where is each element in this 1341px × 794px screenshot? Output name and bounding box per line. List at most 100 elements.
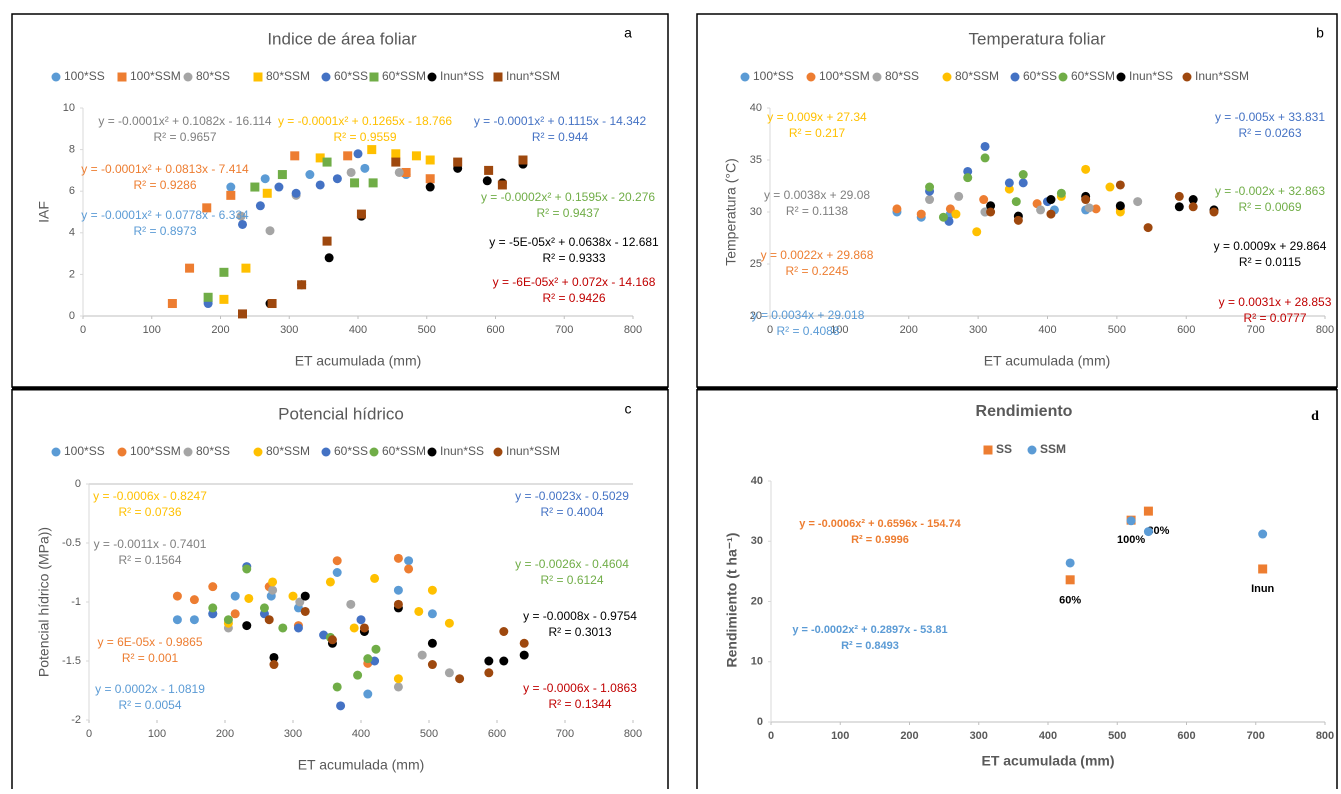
data-point — [268, 577, 278, 587]
panel-label: d — [1311, 409, 1319, 424]
data-point — [350, 178, 360, 188]
data-point — [1143, 506, 1153, 516]
data-point — [267, 299, 277, 309]
trend-equation: R² = 0.9559 — [333, 130, 396, 144]
data-point — [336, 701, 346, 711]
trend-equation: R² = 0.0263 — [1238, 126, 1301, 140]
data-point — [482, 176, 492, 186]
legend-label: 60*SS — [334, 444, 368, 458]
data-point — [291, 188, 301, 198]
data-point — [277, 170, 287, 180]
legend-marker — [183, 72, 193, 82]
y-tick-label: 40 — [751, 475, 763, 487]
data-point — [300, 591, 310, 601]
y-tick-label: 25 — [750, 258, 762, 270]
x-tick-label: 300 — [280, 324, 298, 336]
x-tick-label: 800 — [624, 324, 642, 336]
data-point — [332, 556, 342, 566]
data-point — [972, 227, 982, 237]
data-point — [332, 174, 342, 184]
x-tick-label: 300 — [970, 730, 988, 742]
legend-label: 60*SSM — [1071, 69, 1115, 83]
data-point — [346, 167, 356, 177]
x-tick-label: 500 — [418, 324, 436, 336]
y-tick-label: -2 — [71, 714, 81, 726]
data-point — [938, 212, 948, 222]
data-point — [226, 182, 236, 192]
legend-label: 100*SSM — [130, 69, 181, 83]
data-point — [238, 309, 247, 319]
x-tick-label: 0 — [86, 728, 92, 740]
legend-label: Inun*SS — [440, 69, 484, 83]
data-point — [255, 201, 265, 211]
y-axis-label: Temperatura (°C) — [723, 158, 739, 266]
trend-equation: y = -0.0001x² + 0.1265x - 18.766 — [278, 114, 452, 128]
legend-marker — [321, 447, 331, 457]
data-point — [269, 652, 279, 662]
trend-equation: y = -0.0026x - 0.4604 — [515, 557, 629, 571]
data-point — [393, 674, 403, 684]
point-label: 80% — [1147, 525, 1169, 537]
data-point — [1209, 207, 1219, 217]
data-point — [404, 556, 414, 566]
data-point — [346, 599, 356, 609]
y-tick-label: 30 — [751, 535, 763, 547]
y-tick-label: 6 — [69, 185, 75, 197]
data-point — [1046, 209, 1056, 219]
trend-equation: y = -0.0006x - 0.8247 — [93, 489, 207, 503]
legend-marker — [51, 447, 61, 457]
chart-title: Temperatura foliar — [968, 29, 1105, 48]
trend-equation: R² = 0.3013 — [548, 625, 611, 639]
trend-equation: y = -6E-05x² + 0.072x - 14.168 — [493, 275, 656, 289]
data-point — [1004, 184, 1014, 194]
data-point — [484, 165, 494, 175]
legend-label: Inun*SSM — [1195, 69, 1249, 83]
data-point — [274, 182, 284, 192]
data-point — [499, 627, 509, 636]
trend-equation: R² = 0.8493 — [841, 640, 899, 652]
data-point — [518, 155, 528, 165]
data-point — [189, 615, 199, 625]
legend-marker — [321, 72, 331, 82]
x-axis-label: ET acumulada (mm) — [984, 353, 1111, 369]
data-point — [411, 151, 421, 161]
y-tick-label: 10 — [751, 656, 763, 668]
trend-equation: R² = 0.9996 — [851, 534, 909, 546]
data-point — [1091, 204, 1101, 214]
data-point — [332, 568, 342, 577]
data-point — [519, 638, 529, 648]
legend-marker — [183, 447, 193, 457]
y-tick-label: 30 — [750, 206, 762, 218]
data-point — [1115, 201, 1125, 211]
trend-equation: y = -0.0001x² + 0.0813x - 7.414 — [81, 162, 249, 176]
data-point — [269, 660, 279, 670]
y-tick-label: 0 — [757, 716, 763, 728]
data-point — [444, 618, 454, 628]
data-point — [391, 149, 401, 159]
x-tick-label: 600 — [1177, 730, 1195, 742]
legend-marker — [253, 72, 263, 82]
data-point — [455, 674, 465, 684]
trend-equation: R² = 0.4088 — [776, 324, 839, 338]
x-tick-label: 400 — [1039, 730, 1057, 742]
y-tick-label: 2 — [69, 268, 75, 280]
data-point — [417, 650, 427, 660]
data-point — [892, 204, 902, 214]
trend-equation: R² = 0.9657 — [153, 130, 216, 144]
data-point — [189, 595, 199, 605]
data-point — [393, 585, 403, 595]
y-tick-label: 35 — [750, 154, 762, 166]
trend-equation: R² = 0.4004 — [540, 505, 603, 519]
legend-label: 60*SSM — [382, 444, 426, 458]
data-point — [208, 582, 218, 592]
trend-equation: y = 0.0034x + 29.018 — [752, 308, 865, 322]
y-axis-label: Potencial hídrico (MPa)) — [36, 527, 52, 677]
x-tick-label: 400 — [352, 728, 370, 740]
data-point — [916, 209, 926, 219]
legend-marker — [1116, 72, 1126, 82]
data-point — [319, 630, 329, 640]
trend-equation: y = -0.0011x - 0.7401 — [94, 537, 207, 551]
data-point — [427, 609, 437, 619]
data-point — [951, 209, 961, 219]
